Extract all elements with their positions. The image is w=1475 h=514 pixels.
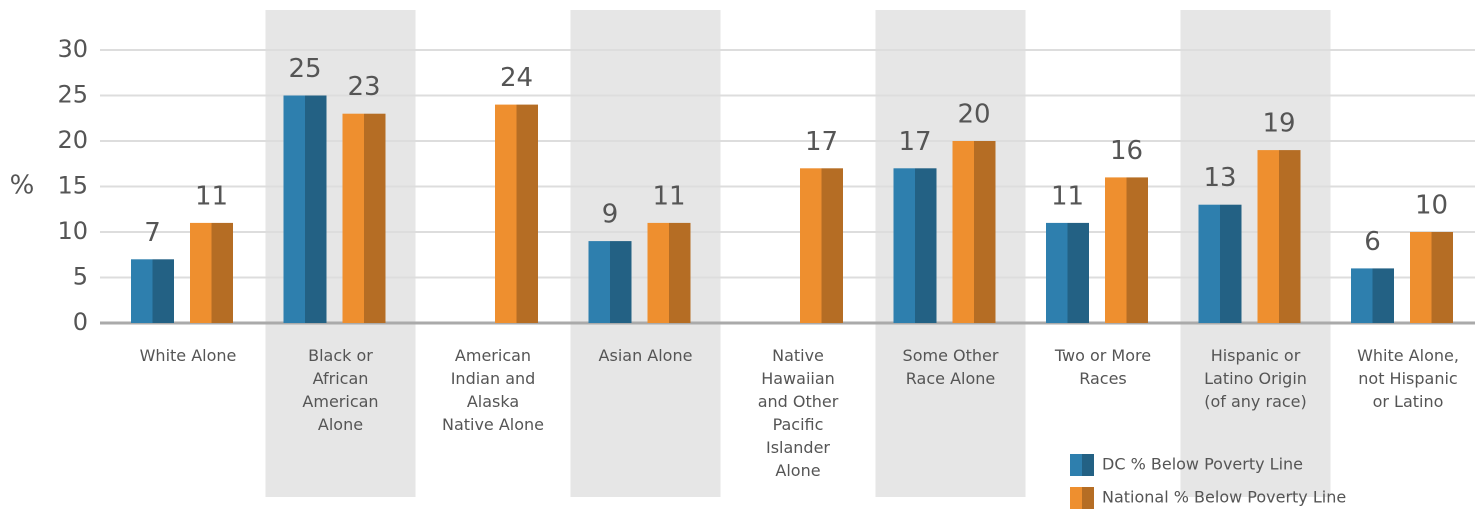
bar xyxy=(800,168,843,323)
y-tick-label: 5 xyxy=(73,263,88,291)
y-axis-label: % xyxy=(10,171,35,201)
bar xyxy=(131,259,174,323)
y-tick-label: 10 xyxy=(57,217,88,245)
bar xyxy=(190,222,233,323)
data-label: 16 xyxy=(1110,136,1143,166)
bar xyxy=(1046,222,1089,323)
y-tick-label: 20 xyxy=(57,126,88,154)
data-label: 24 xyxy=(500,63,533,93)
bar xyxy=(893,168,937,323)
data-label: 9 xyxy=(602,200,619,230)
data-label: 11 xyxy=(195,181,228,211)
legend-swatch xyxy=(1070,487,1094,509)
legend-label: DC % Below Poverty Line xyxy=(1102,455,1303,474)
data-label: 23 xyxy=(347,72,380,102)
data-label: 20 xyxy=(957,100,990,130)
x-tick-label: White Alone xyxy=(139,346,237,365)
y-tick-label: 30 xyxy=(57,35,88,63)
data-label: 7 xyxy=(144,218,161,248)
x-tick-label: American Indian and Alaska Native Alone xyxy=(441,346,545,434)
bar xyxy=(588,241,632,323)
x-tick-label: White Alone, not Hispanic or Latino xyxy=(1357,346,1459,411)
bar xyxy=(495,104,538,323)
data-label: 11 xyxy=(1051,181,1084,211)
x-tick-label: Hispanic or Latino Origin (of any race) xyxy=(1204,346,1307,411)
y-tick-label: 0 xyxy=(73,308,88,336)
legend-label: National % Below Poverty Line xyxy=(1102,488,1346,507)
data-label: 17 xyxy=(898,127,931,157)
data-label: 10 xyxy=(1415,191,1448,221)
x-tick-label: Asian Alone xyxy=(598,346,693,365)
x-tick-label: Some Other Race Alone xyxy=(902,346,999,388)
y-tick-label: 15 xyxy=(57,172,88,200)
bar xyxy=(342,113,386,323)
bar xyxy=(1198,204,1242,323)
bar xyxy=(1351,268,1394,323)
data-label: 19 xyxy=(1262,109,1295,139)
bar xyxy=(283,95,327,323)
data-label: 17 xyxy=(805,127,838,157)
bar xyxy=(952,141,996,323)
data-label: 6 xyxy=(1364,227,1381,257)
bar xyxy=(1410,232,1453,323)
bar xyxy=(1257,150,1301,323)
x-tick-label: Black or African American Alone xyxy=(302,346,379,434)
y-tick-label: 25 xyxy=(57,81,88,109)
x-tick-label: Two or More Races xyxy=(1054,346,1152,388)
data-label: 25 xyxy=(288,54,321,84)
bar xyxy=(1105,177,1148,323)
legend-swatch xyxy=(1070,454,1094,476)
data-label: 11 xyxy=(652,181,685,211)
x-tick-label: Native Hawaiian and Other Pacific Island… xyxy=(757,346,839,480)
data-label: 13 xyxy=(1203,163,1236,193)
bar xyxy=(647,222,691,323)
